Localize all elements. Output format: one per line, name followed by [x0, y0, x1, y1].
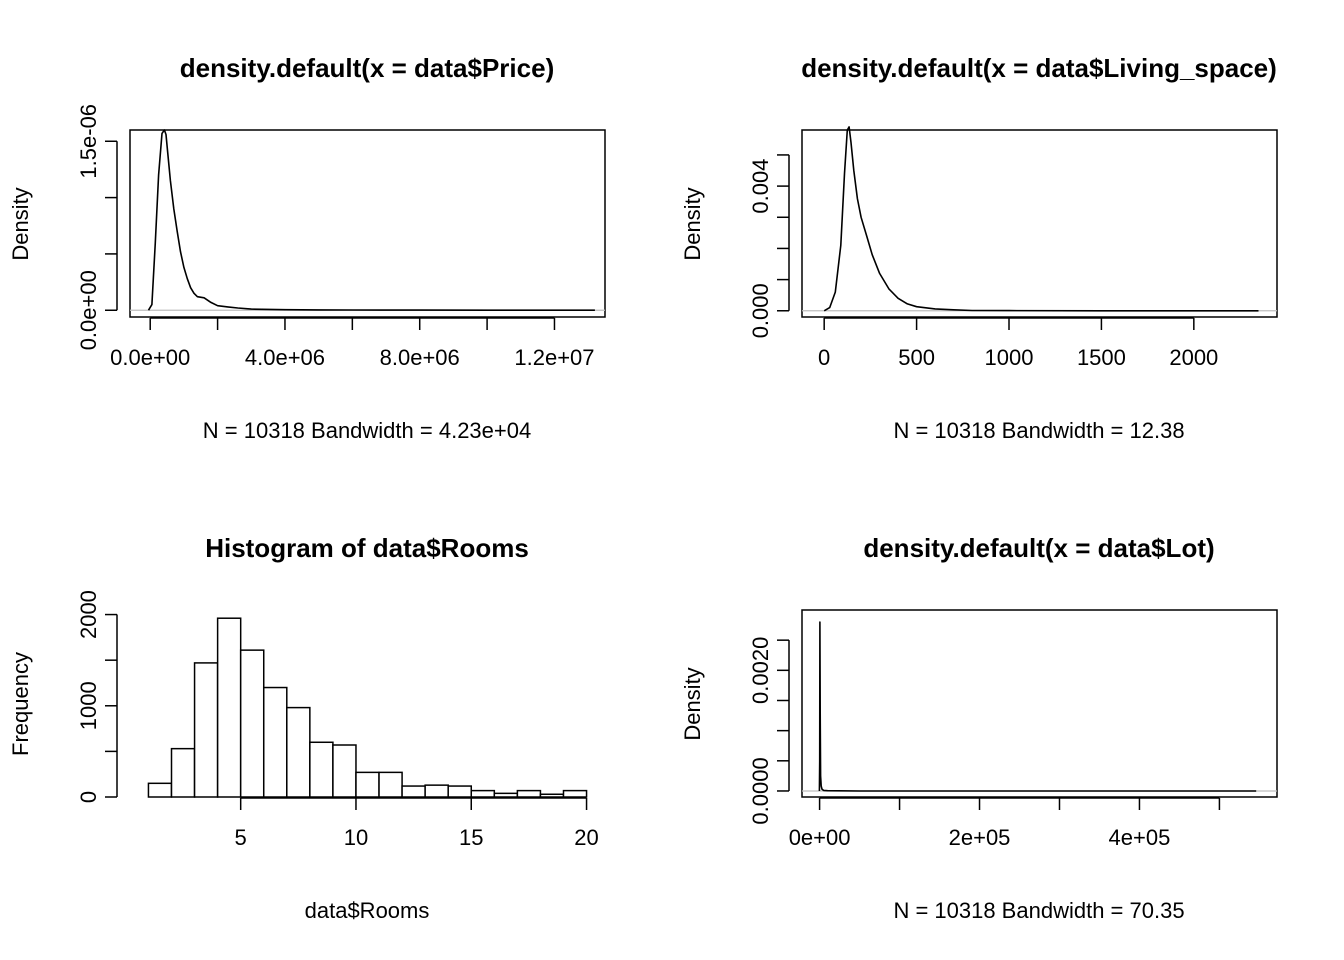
x-axis-label: N = 10318 Bandwidth = 4.23e+04: [203, 418, 531, 443]
x-tick-label: 5: [235, 825, 247, 850]
histogram-bar: [286, 706, 311, 798]
density-curve: [818, 621, 1257, 792]
x-tick-label: 2e+05: [949, 825, 1011, 850]
x-axis-label: N = 10318 Bandwidth = 12.38: [893, 418, 1184, 443]
histogram-bar: [447, 785, 473, 798]
x-tick-label: 20: [574, 825, 598, 850]
histogram-bar: [239, 649, 265, 798]
histogram-bar: [216, 617, 242, 798]
histogram-bar: [516, 789, 542, 798]
histogram-bar: [193, 662, 219, 798]
histogram-bar: [378, 771, 403, 798]
x-tick-label: 1.2e+07: [514, 345, 594, 370]
y-axis-label: Frequency: [8, 652, 33, 756]
y-tick-label: 1000: [76, 681, 101, 730]
panel-title: density.default(x = data$Price): [180, 53, 554, 83]
x-axis-label: N = 10318 Bandwidth = 70.35: [893, 898, 1184, 923]
y-tick-label: 2000: [76, 590, 101, 639]
x-tick-label: 1000: [985, 345, 1034, 370]
x-tick-label: 1500: [1077, 345, 1126, 370]
x-tick-label: 2000: [1169, 345, 1218, 370]
x-tick-label: 0e+00: [789, 825, 851, 850]
plot-frame: [129, 129, 606, 318]
histogram-bar: [170, 747, 196, 798]
x-tick-label: 15: [459, 825, 483, 850]
panel-rooms: Histogram of data$Rooms data$Rooms Frequ…: [8, 533, 599, 923]
histogram-bar: [262, 686, 288, 798]
histogram-bar: [401, 785, 426, 798]
x-axis-label: data$Rooms: [305, 898, 430, 923]
y-axis-label: Density: [8, 187, 33, 260]
plot-frame: [801, 129, 1278, 318]
density-curve: [147, 129, 595, 312]
x-tick-label: 8.0e+06: [380, 345, 460, 370]
panel-living-space: density.default(x = data$Living_space) N…: [680, 53, 1278, 443]
panel-title: density.default(x = data$Living_space): [801, 53, 1277, 83]
y-tick-label: 0.0000: [748, 757, 773, 824]
y-tick-label: 0.0020: [748, 637, 773, 704]
histogram-bar: [332, 744, 357, 798]
x-tick-label: 4.0e+06: [245, 345, 325, 370]
histogram-bar: [147, 782, 173, 798]
y-tick-label: 0.000: [748, 283, 773, 338]
density-curve: [823, 126, 1259, 312]
panel-title: density.default(x = data$Lot): [863, 533, 1214, 563]
histogram-bar: [355, 771, 380, 798]
histogram-bar: [470, 789, 496, 798]
histogram-bar: [493, 792, 519, 798]
y-axis-label: Density: [680, 667, 705, 740]
x-tick-label: 500: [898, 345, 935, 370]
y-tick-label: 0: [76, 791, 101, 803]
plot-frame: [801, 609, 1278, 798]
y-axis-label: Density: [680, 187, 705, 260]
panel-price: density.default(x = data$Price) N = 1031…: [8, 53, 606, 443]
y-tick-label: 1.5e-06: [76, 104, 101, 179]
histogram-bar: [539, 793, 565, 798]
y-tick-label: 0.004: [748, 159, 773, 214]
y-tick-label: 0.0e+00: [76, 270, 101, 350]
panel-lot: density.default(x = data$Lot) N = 10318 …: [680, 533, 1278, 923]
histogram-bar: [562, 789, 588, 798]
x-tick-label: 0.0e+00: [110, 345, 190, 370]
panel-title: Histogram of data$Rooms: [205, 533, 529, 563]
x-tick-label: 0: [818, 345, 830, 370]
x-tick-label: 10: [344, 825, 368, 850]
histogram-bar: [309, 741, 334, 798]
histogram-bar: [424, 784, 449, 798]
x-tick-label: 4e+05: [1109, 825, 1171, 850]
